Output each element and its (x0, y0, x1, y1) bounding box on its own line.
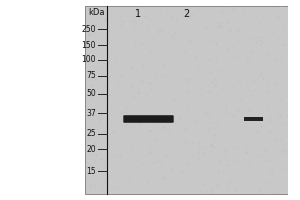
Text: kDa: kDa (88, 8, 105, 17)
Text: 250: 250 (82, 24, 96, 33)
Bar (288, 0, 300, 200)
Text: 37: 37 (86, 108, 96, 117)
Text: 15: 15 (86, 166, 96, 176)
Text: 1: 1 (135, 9, 141, 19)
Bar (244, 117, 262, 121)
Text: 2: 2 (183, 9, 189, 19)
Bar (85, 6, 288, 194)
FancyBboxPatch shape (123, 115, 174, 123)
Text: 25: 25 (86, 130, 96, 138)
Text: 20: 20 (86, 144, 96, 154)
Bar (0, 0, 85, 200)
Text: 50: 50 (86, 90, 96, 98)
Text: 75: 75 (86, 72, 96, 80)
Text: 100: 100 (82, 55, 96, 64)
Text: 150: 150 (82, 40, 96, 49)
